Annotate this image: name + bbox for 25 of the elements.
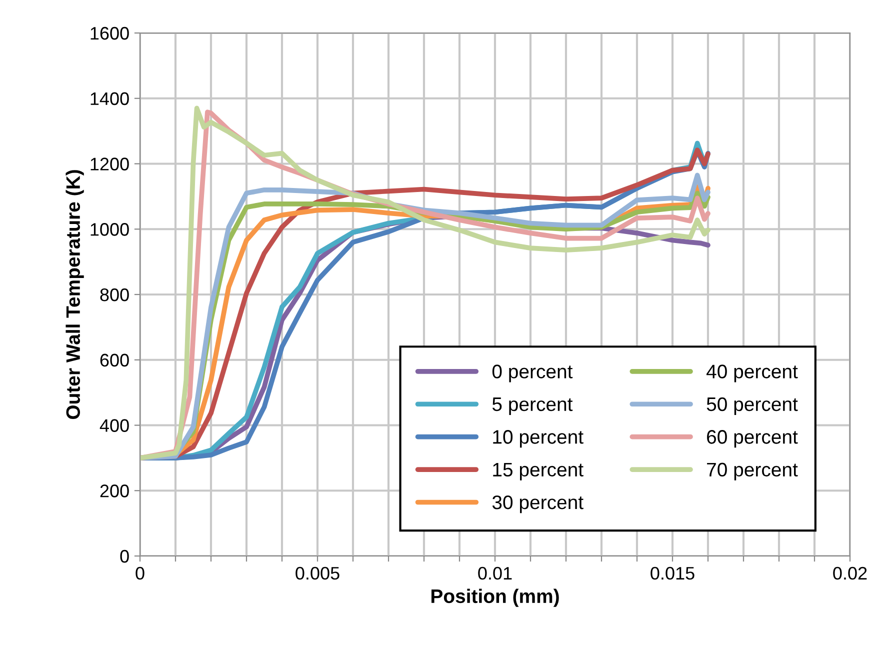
y-tick-label: 800 xyxy=(100,288,129,302)
x-axis-title: Position (mm) xyxy=(431,588,559,607)
legend-label: 60 percent xyxy=(707,430,798,448)
x-tick-label: 0.015 xyxy=(650,566,694,580)
legend-label: 0 percent xyxy=(492,364,573,382)
y-tick-label: 1000 xyxy=(90,223,129,236)
x-tick-label: 0.02 xyxy=(833,566,867,580)
legend-label: 30 percent xyxy=(492,495,584,514)
legend-label: 50 percent xyxy=(706,397,798,415)
legend-label: 5 percent xyxy=(492,398,573,415)
x-tick-label: 0 xyxy=(136,566,144,580)
y-axis-title: Outer Wall Temperature (K) xyxy=(66,170,84,420)
y-tick-label: 200 xyxy=(100,484,129,498)
y-tick-label: 1400 xyxy=(90,92,129,106)
legend-label: 15 percent xyxy=(493,462,584,480)
y-tick-label: 600 xyxy=(100,354,129,367)
y-tick-label: 1600 xyxy=(90,26,129,40)
x-tick-label: 0.005 xyxy=(296,566,340,580)
legend-label: 70 percent xyxy=(707,462,798,480)
x-tick-label: 0.01 xyxy=(478,566,512,580)
y-tick-label: 400 xyxy=(100,419,129,432)
y-tick-label: 0 xyxy=(120,550,129,563)
y-tick-label: 1200 xyxy=(90,158,129,170)
legend-label: 10 percent xyxy=(493,430,584,448)
legend-label: 40 percent xyxy=(706,364,798,382)
